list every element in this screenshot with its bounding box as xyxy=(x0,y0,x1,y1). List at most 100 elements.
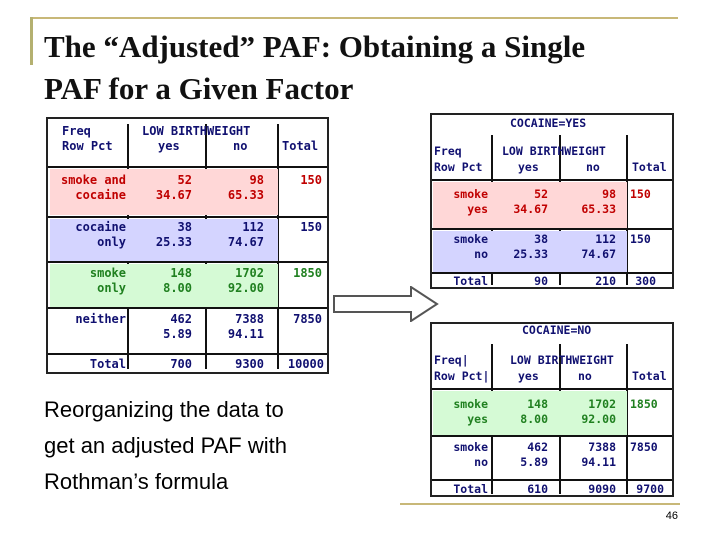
r2-no-pct: 74.67 xyxy=(581,247,616,261)
r2-no: 7388 xyxy=(588,440,616,454)
total-all: 10000 xyxy=(288,357,324,371)
r3-no-pct: 92.00 xyxy=(228,281,264,295)
hdr-total: Total xyxy=(282,139,318,153)
total-yes: 90 xyxy=(534,274,548,287)
total-yes: 610 xyxy=(527,482,548,495)
r2-no-pct: 74.67 xyxy=(228,235,264,249)
r1-label1: smoke xyxy=(453,187,488,201)
slide-title: The “Adjusted” PAF: Obtaining a Single P… xyxy=(44,26,694,110)
hdr-rowpct: Row Pct| xyxy=(434,369,489,383)
top-border-line xyxy=(30,17,678,19)
r3-yes-pct: 8.00 xyxy=(163,281,192,295)
total-label: Total xyxy=(90,357,126,371)
r2-label2: no xyxy=(474,455,488,469)
caption: COCAINE=NO xyxy=(522,324,591,337)
r1-label2: cocaine xyxy=(75,188,126,202)
r2-no: 112 xyxy=(595,232,616,246)
r4-no: 7388 xyxy=(235,312,264,326)
r1-total: 150 xyxy=(630,187,651,201)
title-line-2: PAF for a Given Factor xyxy=(44,71,354,106)
r2-yes: 38 xyxy=(178,220,192,234)
r4-no-pct: 94.11 xyxy=(228,327,264,341)
r1-yes-pct: 34.67 xyxy=(513,202,548,216)
r4-yes-pct: 5.89 xyxy=(163,327,192,341)
r1-label1: smoke and xyxy=(61,173,126,187)
r1-no: 98 xyxy=(250,173,264,187)
explanation-text: Reorganizing the data to get an adjusted… xyxy=(44,392,374,500)
cocaine-yes-table-screenshot: COCAINE=YES Freq Row Pct LOW BIRTHWEIGHT… xyxy=(430,113,674,289)
hdr-total: Total xyxy=(632,160,667,174)
r2-label2: only xyxy=(97,235,126,249)
hdr-no: no xyxy=(233,139,247,153)
r1-no-pct: 92.00 xyxy=(581,412,616,426)
explanation-line-1: Reorganizing the data to xyxy=(44,397,284,422)
r1-label2: yes xyxy=(467,412,488,426)
title-line-1: The “Adjusted” PAF: Obtaining a Single xyxy=(44,29,586,64)
hdr-freq: Freq xyxy=(62,124,91,138)
hdr-total: Total xyxy=(632,369,667,383)
r2-no: 112 xyxy=(242,220,264,234)
total-label: Total xyxy=(453,274,488,287)
r1-label1: smoke xyxy=(453,397,488,411)
r1-yes: 148 xyxy=(527,397,548,411)
r3-label2: only xyxy=(97,281,126,295)
r1-total: 150 xyxy=(300,173,322,187)
total-no: 210 xyxy=(595,274,616,287)
r3-label1: smoke xyxy=(90,266,126,280)
r2-yes-pct: 25.33 xyxy=(513,247,548,261)
hdr-yes: yes xyxy=(518,369,539,383)
r1-yes-pct: 34.67 xyxy=(156,188,192,202)
r1-yes-pct: 8.00 xyxy=(520,412,548,426)
total-all: 9700 xyxy=(636,482,664,495)
hdr-no: no xyxy=(586,160,600,174)
r2-yes: 462 xyxy=(527,440,548,454)
hdr-rowpct: Row Pct xyxy=(434,160,483,174)
r3-no: 1702 xyxy=(235,266,264,280)
hdr-freq: Freq| xyxy=(434,353,469,367)
r2-label1: smoke xyxy=(453,440,488,454)
r1-label2: yes xyxy=(467,202,488,216)
hdr-group: LOW BIRTHWEIGHT xyxy=(502,144,606,158)
hdr-no: no xyxy=(578,369,592,383)
r1-yes: 52 xyxy=(178,173,192,187)
r2-yes-pct: 25.33 xyxy=(156,235,192,249)
hdr-group: LOW BIRTHWEIGHT xyxy=(510,353,614,367)
r3-total: 1850 xyxy=(293,266,322,280)
hdr-yes: yes xyxy=(158,139,180,153)
left-border-accent xyxy=(30,17,33,65)
r3-yes: 148 xyxy=(170,266,192,280)
right-arrow-icon xyxy=(333,286,439,322)
r1-no-pct: 65.33 xyxy=(228,188,264,202)
explanation-line-3: Rothman’s formula xyxy=(44,469,229,494)
row-smoke-and-cocaine-highlight xyxy=(50,169,278,215)
r2-total: 150 xyxy=(300,220,322,234)
r4-yes: 462 xyxy=(170,312,192,326)
hdr-yes: yes xyxy=(518,160,539,174)
smoke-yes-highlight xyxy=(433,391,627,435)
caption: COCAINE=YES xyxy=(510,116,586,130)
hdr-freq: Freq xyxy=(434,144,462,158)
explanation-line-2: get an adjusted PAF with xyxy=(44,433,287,458)
row-cocaine-only-highlight xyxy=(50,219,278,261)
total-all: 300 xyxy=(635,274,656,287)
r2-no-pct: 94.11 xyxy=(581,455,616,469)
bottom-border-line xyxy=(400,503,680,505)
r2-total: 7850 xyxy=(630,440,658,454)
hdr-group: LOW BIRTHWEIGHT xyxy=(142,124,250,138)
r2-label2: no xyxy=(474,247,488,261)
r2-label1: cocaine xyxy=(75,220,126,234)
cocaine-no-table-screenshot: COCAINE=NO Freq| Row Pct| LOW BIRTHWEIGH… xyxy=(430,322,674,497)
smoke-no-highlight xyxy=(433,231,627,272)
total-no: 9300 xyxy=(235,357,264,371)
r2-yes: 38 xyxy=(534,232,548,246)
total-no: 9090 xyxy=(588,482,616,495)
r2-total: 150 xyxy=(630,232,651,246)
row-smoke-only-highlight xyxy=(50,264,278,307)
page-number: 46 xyxy=(665,510,678,522)
total-yes: 700 xyxy=(170,357,192,371)
r2-label1: smoke xyxy=(453,232,488,246)
r4-total: 7850 xyxy=(293,312,322,326)
r2-yes-pct: 5.89 xyxy=(520,455,548,469)
r4-label1: neither xyxy=(75,312,126,326)
combined-table-screenshot: Freq Row Pct LOW BIRTHWEIGHT yes no Tota… xyxy=(46,117,329,374)
